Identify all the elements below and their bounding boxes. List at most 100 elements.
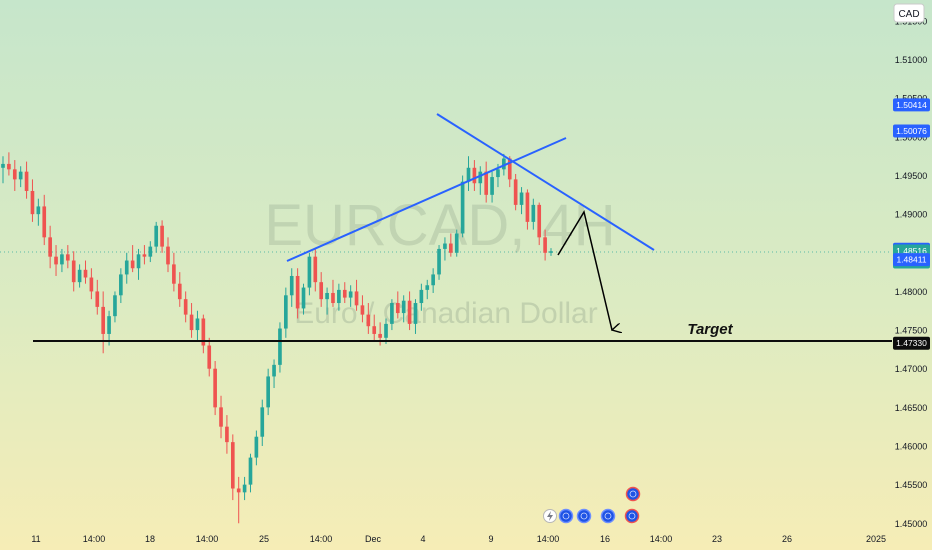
x-tick-label: 14:00 (83, 534, 106, 544)
candle (431, 268, 435, 293)
candle-body (201, 318, 206, 346)
candle (89, 268, 94, 300)
candle (295, 268, 300, 319)
candle (266, 368, 270, 416)
economic-event-icon[interactable] (625, 486, 641, 502)
economic-event-icon[interactable] (600, 508, 616, 524)
price-scale[interactable] (892, 0, 932, 550)
falling-trendline[interactable] (436, 113, 655, 251)
price-badge-value: 1.48516 (896, 246, 927, 256)
price-badge[interactable]: 1.50076 (893, 124, 930, 138)
price-badge[interactable]: 1.47330 (893, 336, 930, 350)
candle-body (342, 289, 347, 298)
candle-body (18, 171, 23, 180)
candle-body (48, 237, 52, 257)
candle (325, 287, 329, 315)
price-badge-value: 1.48411 (896, 255, 926, 265)
candle-body (101, 306, 105, 334)
candle-body (454, 233, 459, 253)
candle-body (166, 246, 170, 265)
candle-body (107, 316, 111, 334)
x-tick-label: 16 (600, 534, 610, 544)
candle (189, 303, 194, 338)
y-tick-label: 1.46500 (895, 403, 928, 413)
candle-body (272, 364, 276, 377)
candle-body (278, 328, 282, 365)
candle (472, 160, 477, 191)
price-badge[interactable]: 1.50414 (893, 98, 930, 112)
candle (77, 264, 82, 288)
candle-body (431, 274, 435, 286)
candle-body (490, 177, 494, 195)
candle-body (425, 285, 430, 290)
candle (136, 248, 141, 280)
candle (419, 283, 424, 311)
candle-body (407, 300, 412, 324)
candle-body (484, 171, 489, 195)
candle-body (230, 442, 235, 489)
candle-body (83, 269, 88, 278)
candle (101, 291, 105, 354)
candle (107, 310, 111, 346)
candle (348, 285, 353, 307)
candle (183, 291, 188, 323)
candle (254, 430, 259, 466)
candle (219, 395, 223, 439)
candle-body (183, 299, 188, 315)
price-badges: 1.504141.500761.485461.4851602:14:291.48… (893, 98, 930, 350)
candle-body (366, 314, 371, 327)
candle (301, 283, 306, 315)
candle (466, 156, 471, 191)
candle (60, 248, 64, 273)
candle-body (378, 333, 382, 338)
candle (543, 229, 547, 261)
x-axis-ticks: 11 14:00 18 14:00 25 14:00 Dec 4 9 14:00 16 14:00 23… (31, 534, 886, 544)
candle (307, 252, 312, 296)
candle-body (260, 407, 265, 437)
candle-body (413, 303, 418, 324)
x-tick-label: 14:00 (650, 534, 673, 544)
price-badge[interactable]: 1.48411 (893, 253, 930, 267)
candle-body (513, 179, 518, 205)
candle (354, 279, 359, 311)
candle-body (136, 254, 141, 269)
candle (36, 198, 41, 226)
candle (65, 245, 70, 269)
candle-body (30, 190, 35, 215)
currency-button[interactable]: CAD (893, 3, 925, 23)
candle (313, 248, 318, 292)
candle (142, 245, 147, 265)
candle-body (113, 295, 117, 317)
y-tick-label: 1.49000 (895, 210, 928, 220)
x-tick-label: 26 (782, 534, 792, 544)
candle (384, 318, 388, 344)
price-badge-bg (893, 253, 930, 267)
rising-trendline[interactable] (286, 137, 567, 262)
candle (366, 303, 371, 334)
y-tick-label: 1.46000 (895, 441, 928, 451)
candle (272, 359, 276, 389)
x-tick-label: 2025 (866, 534, 886, 544)
price-badge-bg (893, 98, 930, 112)
candle-body (7, 163, 11, 170)
economic-event-icon[interactable] (558, 508, 574, 524)
candle (278, 322, 282, 373)
lightning-icon[interactable] (543, 509, 557, 523)
economic-event-icon[interactable] (624, 508, 640, 524)
candle-body (65, 254, 70, 261)
economic-event-icon[interactable] (576, 508, 592, 524)
candle (407, 291, 412, 331)
candle-body (124, 260, 129, 275)
price-badge-bg (893, 124, 930, 138)
candle (201, 314, 206, 354)
candle-body (354, 291, 359, 306)
candle-body (60, 254, 64, 265)
candle-body (189, 314, 194, 331)
candle-body (537, 204, 542, 238)
candle-body (325, 292, 329, 300)
candle-body (531, 204, 536, 222)
candle (319, 272, 324, 307)
candle (154, 221, 159, 253)
